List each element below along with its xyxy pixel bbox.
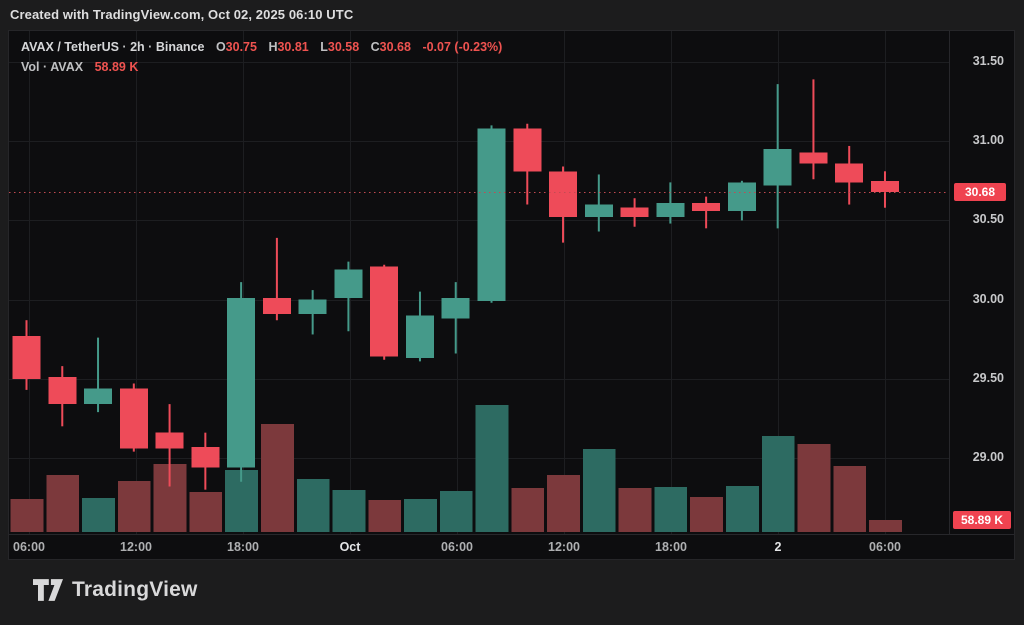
legend-row-main: AVAX / TetherUS · 2h · Binance O30.75 H3… xyxy=(21,37,502,57)
volume-bar xyxy=(475,404,509,532)
ohlc-close: C30.68 xyxy=(370,40,411,54)
watermark-text: Created with TradingView.com, Oct 02, 20… xyxy=(10,7,354,22)
volume-bar xyxy=(618,487,652,532)
candlestick-chart[interactable] xyxy=(9,31,1014,559)
price-axis-label: 29.50 xyxy=(972,370,1004,385)
volume-bar xyxy=(10,498,44,532)
candle-down xyxy=(12,336,41,379)
legend-symbol[interactable]: AVAX / TetherUS xyxy=(21,40,119,54)
ohlc-high: H30.81 xyxy=(268,40,309,54)
candle-up xyxy=(584,204,613,218)
ohlc-open: O30.75 xyxy=(215,40,257,54)
ohlc-low: L30.58 xyxy=(320,40,360,54)
candle-down xyxy=(370,266,399,357)
volume-bar xyxy=(368,499,402,532)
legend-exchange: Binance xyxy=(155,40,205,54)
volume-asset: AVAX xyxy=(50,60,84,74)
time-axis[interactable]: 06:00 12:00 18:00 Oct 06:00 12:00 18:00 2 06:00 xyxy=(9,535,1014,560)
legend-interval[interactable]: 2h xyxy=(130,40,145,54)
candle-up xyxy=(763,149,792,186)
price-axis[interactable]: 31.50 31.00 30.50 30.00 29.50 29.00 xyxy=(950,31,1014,534)
candle-down xyxy=(799,152,828,164)
tradingview-logo[interactable]: TradingView xyxy=(33,575,198,605)
volume-bar xyxy=(261,423,294,532)
candle-up xyxy=(84,388,113,405)
volume-bar xyxy=(690,496,724,532)
price-axis-label: 31.50 xyxy=(972,54,1004,68)
candle-down xyxy=(513,128,542,172)
candle-up xyxy=(334,269,363,299)
candle-up xyxy=(441,298,470,319)
legend-sep1: · xyxy=(122,40,127,54)
tradingview-logo-icon xyxy=(33,579,63,601)
candle-down xyxy=(48,377,77,405)
time-axis-label: 06:00 xyxy=(13,540,45,554)
legend-sep2: · xyxy=(148,40,153,54)
candle-down xyxy=(870,180,899,192)
candle-down xyxy=(119,388,148,449)
time-axis-label: 12:00 xyxy=(548,540,580,554)
volume-bar xyxy=(761,435,795,532)
time-axis-label: 12:00 xyxy=(120,540,152,554)
volume-bar xyxy=(296,478,330,532)
volume-bar xyxy=(582,448,616,532)
time-axis-label: 18:00 xyxy=(655,540,687,554)
time-axis-label: 18:00 xyxy=(227,540,259,554)
candle-down xyxy=(155,432,184,449)
price-axis-separator xyxy=(949,31,950,534)
legend-sep3: · xyxy=(43,60,48,74)
last-volume-badge: 58.89 K xyxy=(953,510,1011,529)
chart-pane[interactable]: AVAX / TetherUS · 2h · Binance O30.75 H3… xyxy=(8,30,1015,560)
candle-up xyxy=(477,128,506,302)
volume-bar xyxy=(117,481,151,532)
price-axis-label: 30.00 xyxy=(972,291,1004,306)
volume-bar xyxy=(439,490,473,532)
volume-bar xyxy=(82,497,115,532)
volume-bar xyxy=(404,498,437,532)
time-axis-separator xyxy=(9,534,1014,535)
time-axis-label: 06:00 xyxy=(869,540,901,554)
candle-up xyxy=(298,299,327,314)
legend-row-volume: Vol · AVAX 58.89 K xyxy=(21,57,502,77)
legend-change: -0.07 (-0.23%) xyxy=(422,40,503,54)
volume-bar xyxy=(332,489,366,532)
candle-down xyxy=(835,163,864,183)
time-axis-label: 06:00 xyxy=(441,540,473,554)
price-axis-label: 31.00 xyxy=(972,133,1004,148)
price-axis-label: 30.50 xyxy=(972,212,1004,227)
candle-up xyxy=(227,298,256,468)
volume-bar xyxy=(189,492,223,532)
candle-up xyxy=(727,182,756,211)
volume-bar xyxy=(726,485,759,532)
candle-down xyxy=(620,207,649,218)
price-axis-label: 29.00 xyxy=(972,450,1004,464)
volume-bar xyxy=(833,465,867,532)
legend: AVAX / TetherUS · 2h · Binance O30.75 H3… xyxy=(21,37,502,77)
volume-bar xyxy=(797,443,831,532)
volume-bar xyxy=(869,519,902,532)
volume-bar xyxy=(511,487,545,532)
candle-down xyxy=(191,446,220,468)
volume-bar xyxy=(547,474,580,532)
tradingview-brand-text: TradingView xyxy=(72,578,198,601)
volume-label: Vol xyxy=(21,60,40,74)
candle-down xyxy=(692,202,721,211)
candle-down xyxy=(549,171,578,218)
candle-up xyxy=(656,202,685,218)
volume-value: 58.89 K xyxy=(94,60,139,74)
time-axis-label: Oct xyxy=(339,540,361,554)
volume-bar xyxy=(654,486,688,532)
candle-down xyxy=(262,298,291,314)
time-axis-label: 2 xyxy=(774,540,782,554)
volume-bar xyxy=(46,474,80,532)
last-price-badge: 30.68 xyxy=(954,182,1006,201)
candle-up xyxy=(405,315,434,359)
